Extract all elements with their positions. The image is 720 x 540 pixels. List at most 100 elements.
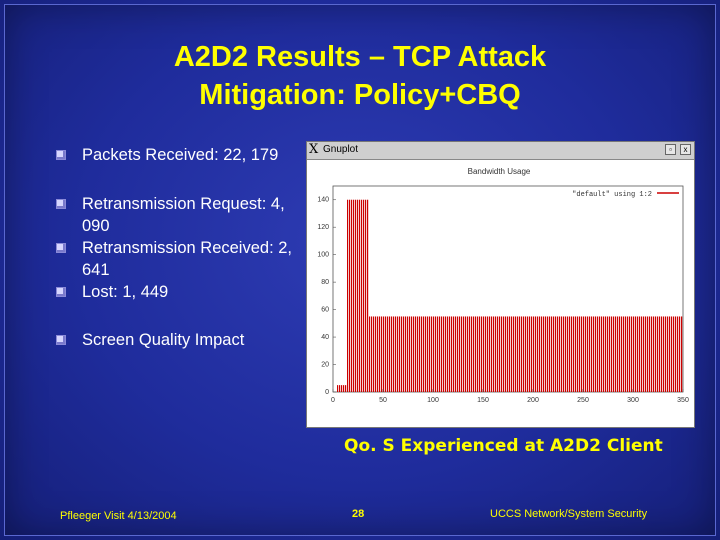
bar-55 — [447, 316, 449, 392]
bar-145 — [627, 316, 629, 392]
bar-85 — [507, 316, 509, 392]
bar-96 — [529, 316, 531, 392]
bullet-text: Screen Quality Impact — [82, 331, 245, 349]
bar-64 — [465, 316, 467, 392]
bar-67 — [471, 316, 473, 392]
slide-title: A2D2 Results – TCP Attack Mitigation: Po… — [60, 38, 660, 114]
bar-150 — [637, 316, 639, 392]
bar-65 — [467, 316, 469, 392]
bar-94 — [525, 316, 527, 392]
bar-71 — [479, 316, 481, 392]
bar-27 — [391, 316, 393, 392]
bar-17 — [371, 316, 373, 392]
bar-136 — [609, 316, 611, 392]
y-tick-label: 40 — [321, 334, 329, 341]
bar-149 — [635, 316, 637, 392]
bar-75 — [487, 316, 489, 392]
bar-171 — [679, 316, 681, 392]
bar-41 — [419, 316, 421, 392]
bar-86 — [509, 316, 511, 392]
x-tick-label: 350 — [677, 397, 689, 404]
bar-165 — [667, 316, 669, 392]
bullet-marker-icon — [56, 335, 66, 345]
bar-77 — [491, 316, 493, 392]
bar-8 — [353, 199, 355, 392]
bar-122 — [581, 316, 583, 392]
bar-157 — [651, 316, 653, 392]
bar-80 — [497, 316, 499, 392]
x-tick-label: 250 — [577, 397, 589, 404]
title-line-2: Mitigation: Policy+CBQ — [199, 79, 521, 111]
bar-133 — [603, 316, 605, 392]
bar-31 — [399, 316, 401, 392]
bar-16 — [369, 316, 371, 392]
bar-141 — [619, 316, 621, 392]
bar-159 — [655, 316, 657, 392]
bar-26 — [389, 316, 391, 392]
bar-14 — [365, 199, 367, 392]
bar-116 — [569, 316, 571, 392]
bar-130 — [597, 316, 599, 392]
bar-160 — [657, 316, 659, 392]
bar-132 — [601, 316, 603, 392]
bar-100 — [537, 316, 539, 392]
bar-33 — [403, 316, 405, 392]
bar-66 — [469, 316, 471, 392]
gnuplot-window[interactable]: X Gnuplot ▫ x Bandwidth Usage "default" … — [306, 141, 695, 428]
bullet-marker-icon — [56, 287, 66, 297]
close-button[interactable]: x — [680, 144, 691, 155]
bar-168 — [673, 316, 675, 392]
bar-120 — [577, 316, 579, 392]
bar-144 — [625, 316, 627, 392]
bar-15 — [367, 199, 369, 392]
bar-107 — [551, 316, 553, 392]
bar-113 — [563, 316, 565, 392]
bar-58 — [453, 316, 455, 392]
x-tick-label: 0 — [331, 397, 335, 404]
x-tick-label: 50 — [379, 397, 387, 404]
bar-109 — [555, 316, 557, 392]
bar-87 — [511, 316, 513, 392]
bar-44 — [425, 316, 427, 392]
y-tick-label: 120 — [317, 224, 329, 231]
bar-101 — [539, 316, 541, 392]
bar-148 — [633, 316, 635, 392]
bar-50 — [437, 316, 439, 392]
bar-24 — [385, 316, 387, 392]
bar-106 — [549, 316, 551, 392]
bar-22 — [381, 316, 383, 392]
bar-5 — [347, 199, 349, 392]
bullet-text: Packets Received: 22, 179 — [82, 146, 279, 164]
bar-138 — [613, 316, 615, 392]
bar-166 — [669, 316, 671, 392]
bar-1 — [339, 385, 341, 392]
bar-111 — [559, 316, 561, 392]
bar-2 — [341, 385, 343, 392]
plot-area: Bandwidth Usage "default" using 1:2 0 50 1… — [317, 167, 689, 404]
bullet-marker-icon — [56, 150, 66, 160]
bar-115 — [567, 316, 569, 392]
minimize-button[interactable]: ▫ — [665, 144, 676, 155]
legend-label: "default" using 1:2 — [572, 191, 652, 199]
bar-82 — [501, 316, 503, 392]
bar-153 — [643, 316, 645, 392]
x-tick-label: 300 — [627, 397, 639, 404]
bar-152 — [641, 316, 643, 392]
bar-154 — [645, 316, 647, 392]
bar-105 — [547, 316, 549, 392]
bar-169 — [675, 316, 677, 392]
bar-34 — [405, 316, 407, 392]
bar-121 — [579, 316, 581, 392]
bar-89 — [515, 316, 517, 392]
window-titlebar[interactable]: X Gnuplot ▫ x — [307, 142, 694, 160]
bar-46 — [429, 316, 431, 392]
bar-131 — [599, 316, 601, 392]
bar-112 — [561, 316, 563, 392]
bar-164 — [665, 316, 667, 392]
bar-57 — [451, 316, 453, 392]
bar-135 — [607, 316, 609, 392]
bar-93 — [523, 316, 525, 392]
bar-84 — [505, 316, 507, 392]
bar-21 — [379, 316, 381, 392]
bar-32 — [401, 316, 403, 392]
